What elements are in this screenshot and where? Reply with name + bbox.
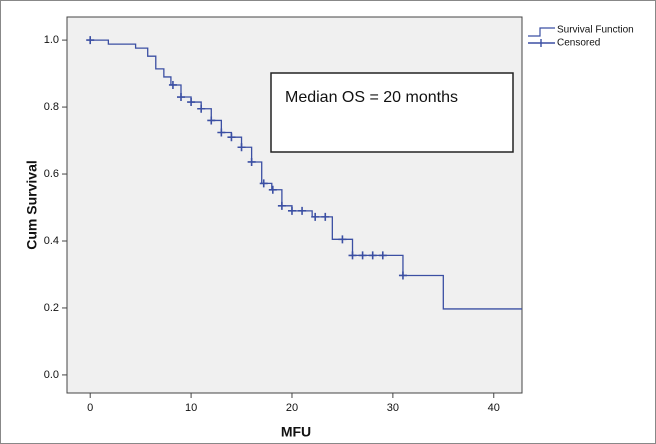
censor-mark xyxy=(247,157,256,166)
censor-mark xyxy=(259,179,268,188)
legend-label: Survival Function xyxy=(557,25,634,36)
censor-mark xyxy=(268,185,277,194)
censor-mark xyxy=(207,116,216,125)
censor-mark xyxy=(311,212,320,221)
censor-mark xyxy=(227,133,236,142)
censor-mark xyxy=(358,251,367,260)
y-axis-label: Cum Survival xyxy=(24,160,40,249)
y-tick-label: 0.4 xyxy=(44,235,59,247)
censor-mark xyxy=(168,80,177,89)
censor-mark xyxy=(277,201,286,210)
x-tick-label: 10 xyxy=(185,402,197,414)
censor-mark xyxy=(321,212,330,221)
x-tick-label: 20 xyxy=(286,402,298,414)
y-tick-label: 1.0 xyxy=(44,34,59,46)
censor-mark xyxy=(348,251,357,260)
censor-mark xyxy=(398,271,407,280)
censor-mark xyxy=(378,251,387,260)
censor-mark xyxy=(177,93,186,102)
y-tick-label: 0.8 xyxy=(44,101,59,113)
x-tick-label: 0 xyxy=(87,402,93,414)
censor-mark xyxy=(187,98,196,107)
censor-mark xyxy=(298,206,307,215)
censor-mark xyxy=(368,251,377,260)
y-tick-label: 0.0 xyxy=(44,369,59,381)
censor-mark xyxy=(86,36,95,45)
censor-mark xyxy=(217,128,226,137)
annotation: Median OS = 20 months xyxy=(285,89,458,106)
x-axis-label: MFU xyxy=(281,424,311,440)
censor-mark xyxy=(197,104,206,113)
y-tick-label: 0.6 xyxy=(44,168,59,180)
legend-swatch xyxy=(528,27,555,37)
censor-mark xyxy=(338,235,347,244)
annotation-box xyxy=(270,72,514,153)
legend-label: Censored xyxy=(557,38,600,49)
x-tick-label: 40 xyxy=(488,402,500,414)
censor-mark xyxy=(287,206,296,215)
x-tick-label: 30 xyxy=(387,402,399,414)
legend-swatch xyxy=(528,39,555,47)
y-tick-label: 0.2 xyxy=(44,302,59,314)
censor-mark xyxy=(237,143,246,152)
